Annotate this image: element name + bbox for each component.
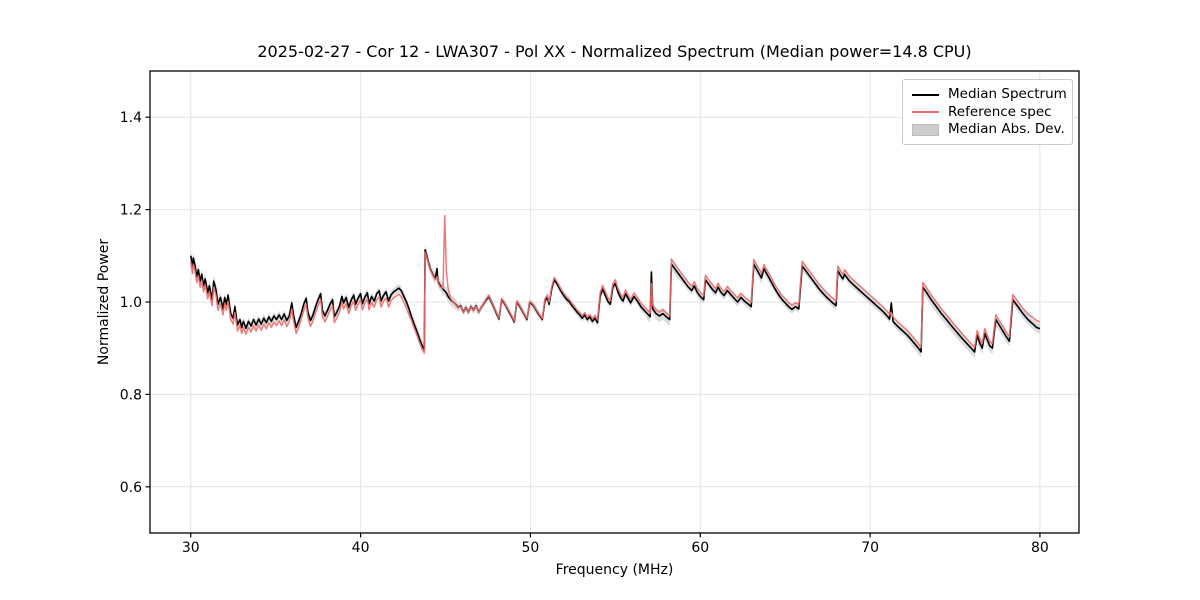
- y-tick-label: 1.2: [120, 203, 142, 219]
- y-tick-label: 0.8: [120, 387, 142, 403]
- y-tick-label: 0.6: [120, 480, 142, 496]
- reference-spec-line: [190, 214, 1041, 354]
- y-tick-label: 1.0: [120, 295, 142, 311]
- x-axis-label: Frequency (MHz): [555, 562, 674, 578]
- legend: Median Spectrum Reference spec Median Ab…: [902, 79, 1073, 145]
- x-tick-label: 60: [691, 540, 709, 556]
- legend-item-median-abs-dev: Median Abs. Dev.: [912, 121, 1065, 138]
- legend-item-median-spectrum: Median Spectrum: [912, 86, 1067, 103]
- y-axis-label: Normalized Power: [96, 238, 112, 366]
- median-line-swatch-icon: [912, 93, 939, 96]
- mad-band: [190, 244, 1040, 358]
- legend-label-reference-spec: Reference spec: [948, 103, 1052, 120]
- reference-line-swatch-icon: [912, 111, 939, 113]
- legend-item-reference-spec: Reference spec: [912, 104, 1063, 121]
- chart-title: 2025-02-27 - Cor 12 - LWA307 - Pol XX - …: [257, 42, 972, 61]
- y-tick-label: 1.4: [120, 110, 142, 126]
- legend-label-median-abs-dev: Median Abs. Dev.: [948, 121, 1065, 137]
- x-tick-label: 50: [522, 540, 540, 556]
- x-tick-label: 40: [352, 540, 370, 556]
- legend-label-median-spectrum: Median Spectrum: [948, 86, 1067, 102]
- mad-band-swatch-icon: [912, 123, 939, 136]
- x-tick-label: 70: [861, 540, 879, 556]
- x-tick-label: 80: [1031, 540, 1049, 556]
- x-tick-label: 30: [182, 540, 200, 556]
